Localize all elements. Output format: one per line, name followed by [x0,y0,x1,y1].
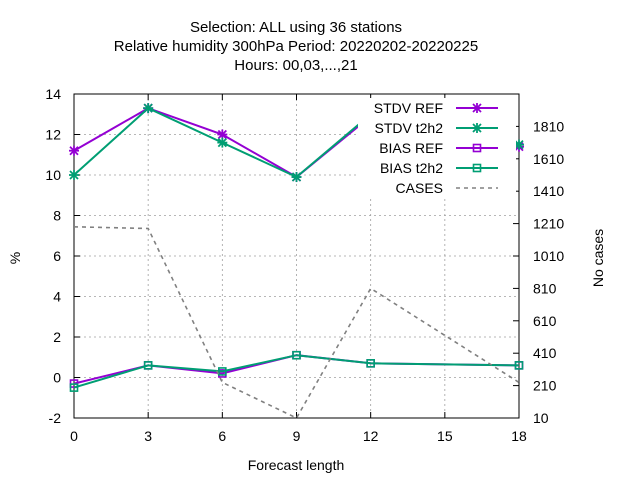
y-tick-label-8: 14 [45,86,61,102]
plot-area: 0 3 6 9 12 15 18-20246810121410210410610810101… [45,86,564,444]
series-3-point-4 [366,359,375,368]
x-tick-label-0: 0 [70,428,78,444]
series-1-point-1 [143,103,154,114]
series-3-point-1 [143,361,153,370]
chart-title-line-2: Relative humidity 300hPa Period: 2022020… [114,38,478,55]
y2-tick-label-6: 1210 [533,216,564,232]
legend-marker-1 [472,123,482,133]
y2-tick-label-1: 210 [533,378,557,394]
series-line-4 [73,226,520,420]
y-tick-label-5: 8 [53,208,61,224]
y-tick-label-6: 10 [45,167,61,183]
y-tick-label-0: -2 [49,410,62,426]
x-tick-label-3: 9 [293,428,301,444]
y2-tick-label-4: 810 [533,280,557,296]
series-line-3 [73,354,520,389]
legend-label-4: CASES [396,180,443,196]
y-tick-label-2: 2 [53,329,61,345]
y-tick-label-7: 12 [45,127,61,143]
y-tick-label-4: 6 [53,248,61,264]
y2-tick-label-8: 1610 [533,151,564,167]
x-axis-label: Forecast length [248,457,345,473]
x-tick-label-5: 15 [437,428,453,444]
legend-marker-3 [472,163,482,173]
y2-axis-label: No cases [590,229,606,287]
legend-label-3: BIAS t2h2 [380,160,443,176]
legend-label-0: STDV REF [374,100,443,116]
chart-title-line-1: Selection: ALL using 36 stations [190,19,402,36]
legend-marker-0 [472,103,482,113]
series-3-point-5 [514,361,524,370]
series-1-point-0 [69,170,79,180]
series-1-point-3 [291,172,302,183]
x-tick-label-4: 12 [363,428,379,444]
y2-tick-label-3: 610 [533,313,557,329]
legend-label-2: BIAS REF [379,140,443,156]
y-axis-label: % [7,252,23,264]
legend-label-1: STDV t2h2 [375,120,444,136]
y-tick-label-3: 4 [53,289,61,305]
series-3-point-2 [218,367,227,376]
y2-tick-label-2: 410 [533,345,557,361]
legend-marker-2 [472,143,482,153]
series-3-point-0 [69,383,79,392]
y-tick-label-1: 0 [53,370,61,386]
chart-title-line-3: Hours: 00,03,...,21 [234,57,357,74]
series-3-point-3 [292,350,301,360]
series-1-point-5 [514,139,524,150]
y2-tick-label-9: 1810 [533,118,564,134]
series-0-point-0 [69,145,79,156]
x-tick-label-6: 18 [511,428,527,444]
x-tick-label-1: 3 [144,428,152,444]
y2-tick-label-0: 10 [533,410,549,426]
series-0-point-2 [217,129,228,140]
y2-tick-label-5: 1010 [533,248,564,264]
x-tick-label-2: 6 [218,428,226,444]
y2-tick-label-7: 1410 [533,183,564,199]
series-1-point-2 [217,137,228,148]
